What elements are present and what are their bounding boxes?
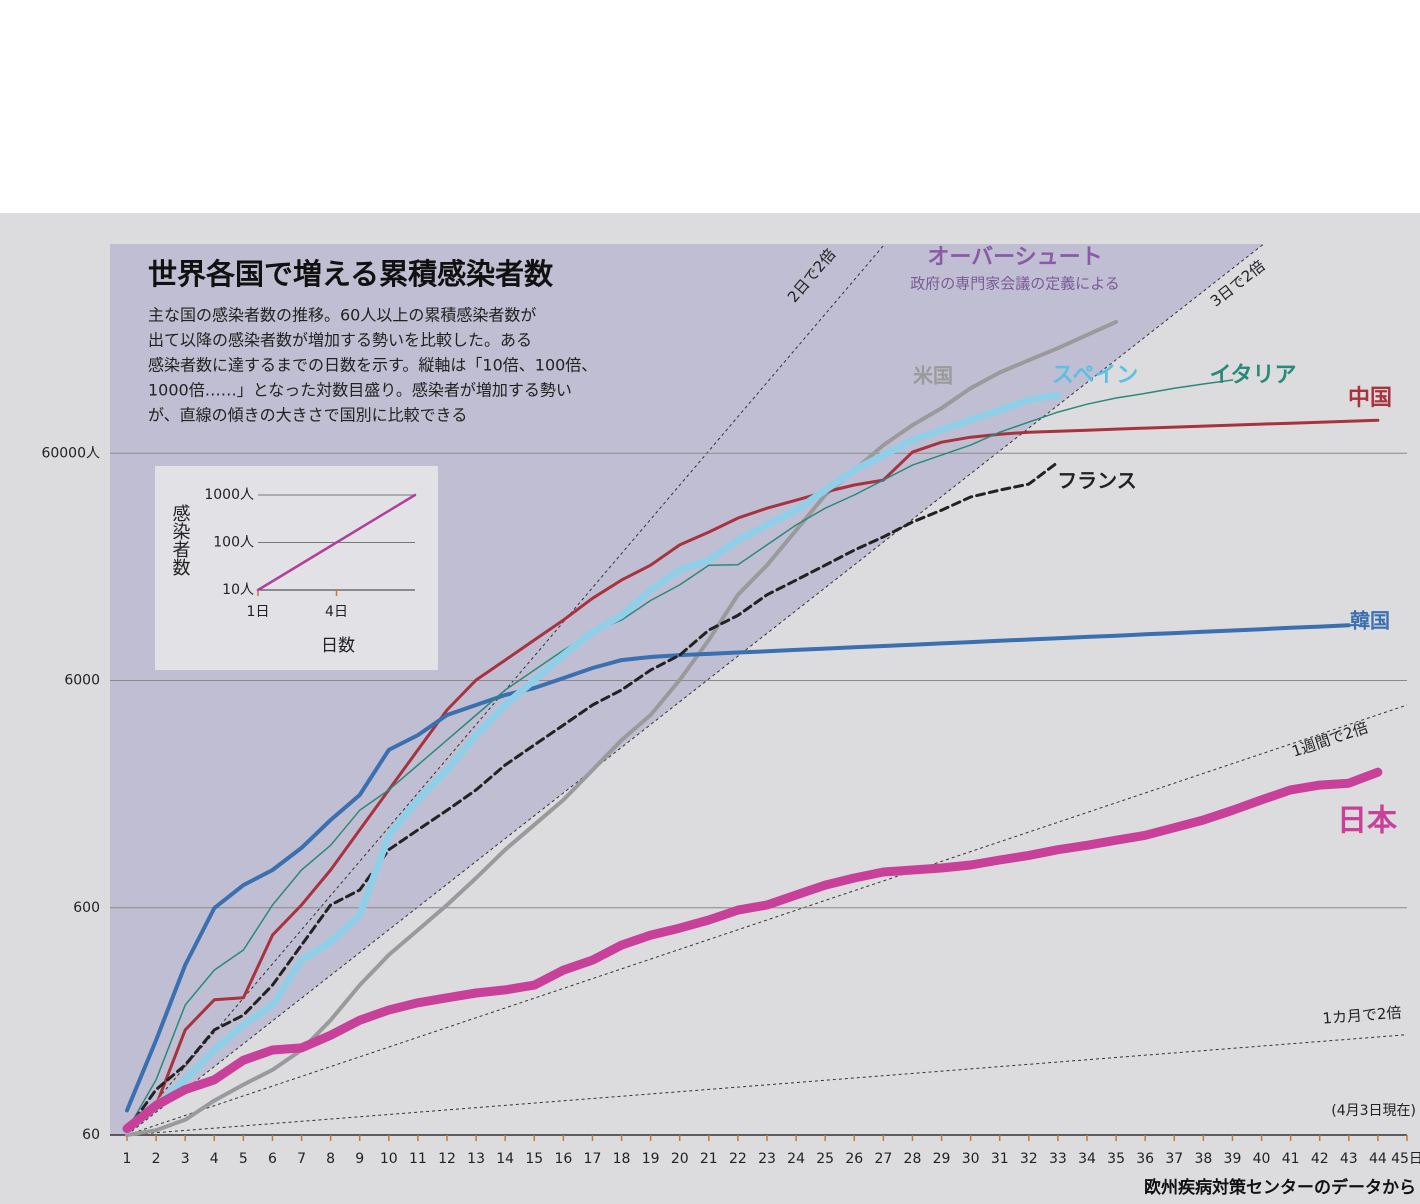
x-tick-label: 9 [355, 1151, 364, 1167]
x-tick-label: 40 [1253, 1151, 1271, 1167]
x-tick-label: 41 [1282, 1151, 1300, 1167]
series-line [123, 391, 1062, 1134]
inset-x-tick-label: 1日 [247, 604, 270, 620]
series-line [125, 319, 1119, 1137]
x-tick-label: 16 [554, 1151, 572, 1167]
y-tick-label: 60 [82, 1127, 100, 1143]
x-tick-label: 42 [1311, 1151, 1329, 1167]
region-note: 政府の専門家会議の定義による [910, 275, 1120, 293]
x-tick-label: 8 [326, 1151, 335, 1167]
description-line: 主な国の感染者数の推移。60人以上の累積感染者数が [148, 306, 536, 325]
x-tick-label: 37 [1165, 1151, 1183, 1167]
x-tick-label: 17 [584, 1151, 602, 1167]
x-tick-label: 6 [268, 1151, 277, 1167]
x-tick-label: 13 [467, 1151, 485, 1167]
series-line [125, 623, 1351, 1113]
x-tick-label: 10 [380, 1151, 398, 1167]
description-line: が、直線の傾きの大きさで国別に比較できる [148, 406, 467, 425]
x-tick-label: 29 [933, 1151, 951, 1167]
x-tick-label: 23 [758, 1151, 776, 1167]
y-tick-label: 600 [73, 900, 100, 916]
x-tick-label: 5 [239, 1151, 248, 1167]
inset-x-label: 日数 [321, 636, 355, 656]
inset-y-tick-label: 100人 [213, 535, 254, 551]
x-tick-label: 43 [1340, 1151, 1358, 1167]
x-tick-label: 26 [845, 1151, 863, 1167]
x-tick-label: 18 [613, 1151, 631, 1167]
x-tick-label: 44 [1369, 1151, 1387, 1167]
inset-y-label: 感染者数 [170, 504, 191, 576]
chart-title: 世界各国で増える累積感染者数 [148, 257, 553, 291]
x-tick-label: 25 [816, 1151, 834, 1167]
series-line [125, 418, 1380, 1131]
x-tick-label: 4 [210, 1151, 219, 1167]
x-tick-label: 14 [496, 1151, 514, 1167]
description-line: 出て以降の感染者数が増加する勢いを比較した。ある [148, 331, 532, 350]
description-line: 感染者数に達するまでの日数を示す。縦軸は「10倍、100倍、 [148, 356, 597, 375]
region-label: オーバーシュート [927, 245, 1102, 270]
x-tick-label: 15 [525, 1151, 543, 1167]
x-tick-label: 45日 [1391, 1151, 1420, 1167]
x-tick-label: 19 [642, 1151, 660, 1167]
x-tick-label: 3 [181, 1151, 190, 1167]
inset-x-tick-label: 4日 [325, 604, 348, 620]
series-label: 米国 [913, 364, 953, 388]
series-line [122, 767, 1383, 1134]
series-line [256, 493, 417, 592]
x-tick-label: 32 [1020, 1151, 1038, 1167]
series-label: 韓国 [1350, 609, 1390, 633]
x-tick-label: 38 [1194, 1151, 1212, 1167]
x-tick-label: 30 [962, 1151, 980, 1167]
series-label: 日本 [1337, 804, 1398, 839]
x-tick-label: 33 [1049, 1151, 1067, 1167]
inset-y-tick-label: 10人 [222, 582, 254, 598]
series-line [126, 379, 1234, 1131]
x-tick-label: 35 [1107, 1151, 1125, 1167]
reference-line [126, 1034, 1408, 1136]
x-tick-label: 34 [1078, 1151, 1096, 1167]
x-tick-label: 24 [787, 1151, 805, 1167]
lines-layer [122, 319, 1383, 1137]
x-tick-label: 36 [1136, 1151, 1154, 1167]
source-note: 欧州疾病対策センターのデータから [1144, 1177, 1416, 1198]
x-tick-label: 20 [671, 1151, 689, 1167]
description-line: 1000倍……」となった対数目盛り。感染者が増加する勢い [148, 381, 572, 400]
x-tick-label: 28 [904, 1151, 922, 1167]
x-tick-label: 31 [991, 1151, 1009, 1167]
x-tick-label: 11 [409, 1151, 427, 1167]
series-label: スペイン [1052, 363, 1138, 388]
x-tick-label: 21 [700, 1151, 718, 1167]
x-tick-label: 39 [1224, 1151, 1242, 1167]
series-label: フランス [1057, 469, 1137, 493]
x-tick-label: 7 [297, 1151, 306, 1167]
y-tick-label: 60000人 [41, 445, 100, 461]
inset-y-tick-label: 1000人 [204, 487, 254, 503]
date-note: (4月3日現在) [1331, 1103, 1416, 1119]
reference-line [126, 243, 1265, 1136]
text-layer: 世界各国で増える累積感染者数 オーバーシュート 政府の専門家会議の定義による (… [148, 245, 1416, 1198]
x-tick-label: 1 [123, 1151, 132, 1167]
x-tick-label: 27 [874, 1151, 892, 1167]
series-label: イタリア [1209, 363, 1296, 388]
x-tick-label: 2 [152, 1151, 161, 1167]
series-line [125, 460, 1060, 1132]
series-label: 中国 [1348, 386, 1392, 411]
inset: 感染者数 日数 10人 100人 1000人 1日 4日 [155, 466, 438, 670]
x-tick-label: 22 [729, 1151, 747, 1167]
y-tick-label: 6000 [64, 673, 100, 689]
x-tick-label: 12 [438, 1151, 456, 1167]
